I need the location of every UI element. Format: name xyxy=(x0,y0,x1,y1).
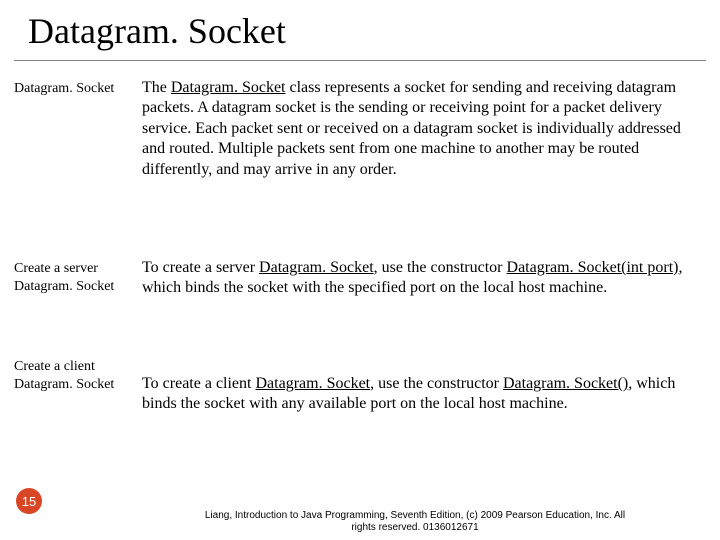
label-line: Datagram. Socket xyxy=(14,278,136,296)
footer-line: rights reserved. 0136012671 xyxy=(140,522,690,534)
underlined-term: Datagram. Socket xyxy=(259,259,374,276)
footer-citation: Liang, Introduction to Java Programming,… xyxy=(140,510,690,534)
section-1-label: Datagram. Socket xyxy=(14,78,142,98)
slide-title: Datagram. Socket xyxy=(28,10,286,52)
title-divider xyxy=(14,60,706,61)
text: To create a server xyxy=(142,259,259,276)
page-number-badge: 15 xyxy=(16,488,42,514)
section-3-body: To create a client Datagram. Socket, use… xyxy=(142,358,706,415)
underlined-term: Datagram. Socket xyxy=(171,79,286,96)
underlined-term: Datagram. Socket(int port) xyxy=(507,259,679,276)
text: To create a client xyxy=(142,375,255,392)
label-line: Datagram. Socket xyxy=(14,376,136,394)
slide: Datagram. Socket Datagram. Socket The Da… xyxy=(0,0,720,540)
section-3: Create a client Datagram. Socket To crea… xyxy=(14,358,706,415)
section-2-body: To create a server Datagram. Socket, use… xyxy=(142,258,706,299)
section-1: Datagram. Socket The Datagram. Socket cl… xyxy=(14,78,706,180)
section-2: Create a server Datagram. Socket To crea… xyxy=(14,258,706,299)
section-2-label: Create a server Datagram. Socket xyxy=(14,258,142,296)
text: , use the constructor xyxy=(370,375,503,392)
label-line: Create a client xyxy=(14,358,136,376)
section-1-body: The Datagram. Socket class represents a … xyxy=(142,78,706,180)
section-3-label: Create a client Datagram. Socket xyxy=(14,358,142,394)
underlined-term: Datagram. Socket() xyxy=(503,375,628,392)
label-line: Create a server xyxy=(14,260,136,278)
footer-line: Liang, Introduction to Java Programming,… xyxy=(140,510,690,522)
underlined-term: Datagram. Socket xyxy=(255,375,370,392)
text: The xyxy=(142,79,171,96)
text: , use the constructor xyxy=(374,259,507,276)
